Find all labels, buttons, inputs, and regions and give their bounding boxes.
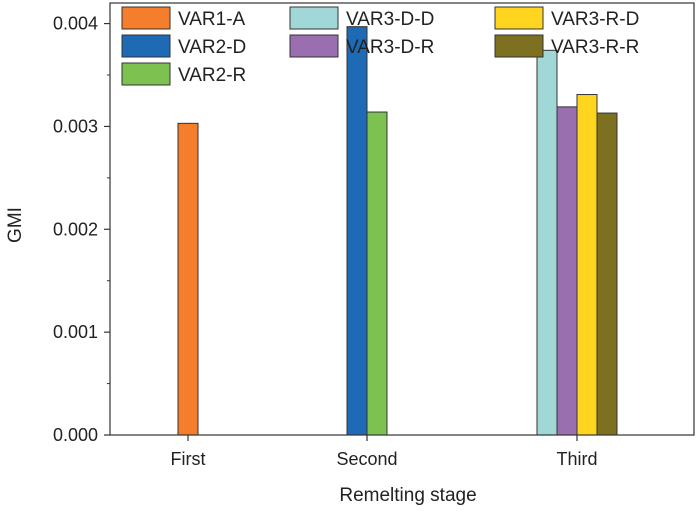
legend-label-var2-r: VAR2-R bbox=[178, 65, 246, 86]
legend-label-var3-d-r: VAR3-D-R bbox=[346, 37, 434, 58]
legend: VAR1-A VAR2-D VAR2-R VAR3-D-D VAR3-D-R VAR3-R… bbox=[121, 6, 639, 86]
bars-layer bbox=[177, 26, 618, 436]
legend-label-var3-r-r: VAR3-R-R bbox=[551, 37, 639, 58]
bar-var3-r-d bbox=[576, 94, 598, 436]
bar-var1-a bbox=[177, 122, 199, 436]
y-tick-label: 0.001 bbox=[53, 322, 98, 342]
legend-swatch-var1-a bbox=[121, 6, 171, 30]
legend-label-var3-r-d: VAR3-R-D bbox=[551, 9, 639, 30]
legend-swatch-var2-r bbox=[121, 62, 171, 86]
legend-label-var1-a: VAR1-A bbox=[178, 9, 246, 30]
legend-swatch-var2-d bbox=[121, 34, 171, 58]
bar-var3-d-r bbox=[556, 106, 578, 436]
bar-var2-r bbox=[366, 111, 388, 436]
y-tick-label: 0.002 bbox=[53, 219, 98, 239]
legend-swatch-var3-r-r bbox=[494, 34, 544, 58]
legend-swatch-var3-r-d bbox=[494, 6, 544, 30]
legend-label-var3-d-d: VAR3-D-D bbox=[346, 9, 434, 30]
bar-var3-d-d bbox=[536, 49, 558, 436]
axes-layer: 0.000 0.001 0.002 0.003 0.004 First Second Thir… bbox=[53, 2, 695, 469]
bar-var2-d bbox=[346, 26, 368, 436]
x-tick-label: Second bbox=[336, 449, 397, 469]
y-tick-label: 0.004 bbox=[53, 14, 98, 34]
y-axis-title: GMI bbox=[5, 207, 26, 243]
x-tick-label: Third bbox=[556, 449, 597, 469]
y-tick-label: 0.000 bbox=[53, 425, 98, 445]
plot-frame bbox=[109, 2, 695, 436]
legend-swatch-var3-d-d bbox=[289, 6, 339, 30]
legend-label-var2-d: VAR2-D bbox=[178, 37, 246, 58]
y-tick-label: 0.003 bbox=[53, 116, 98, 136]
x-tick-label: First bbox=[171, 449, 206, 469]
bar-var3-r-r bbox=[596, 112, 618, 436]
x-axis-title: Remelting stage bbox=[339, 485, 476, 506]
legend-swatch-var3-d-r bbox=[289, 34, 339, 58]
